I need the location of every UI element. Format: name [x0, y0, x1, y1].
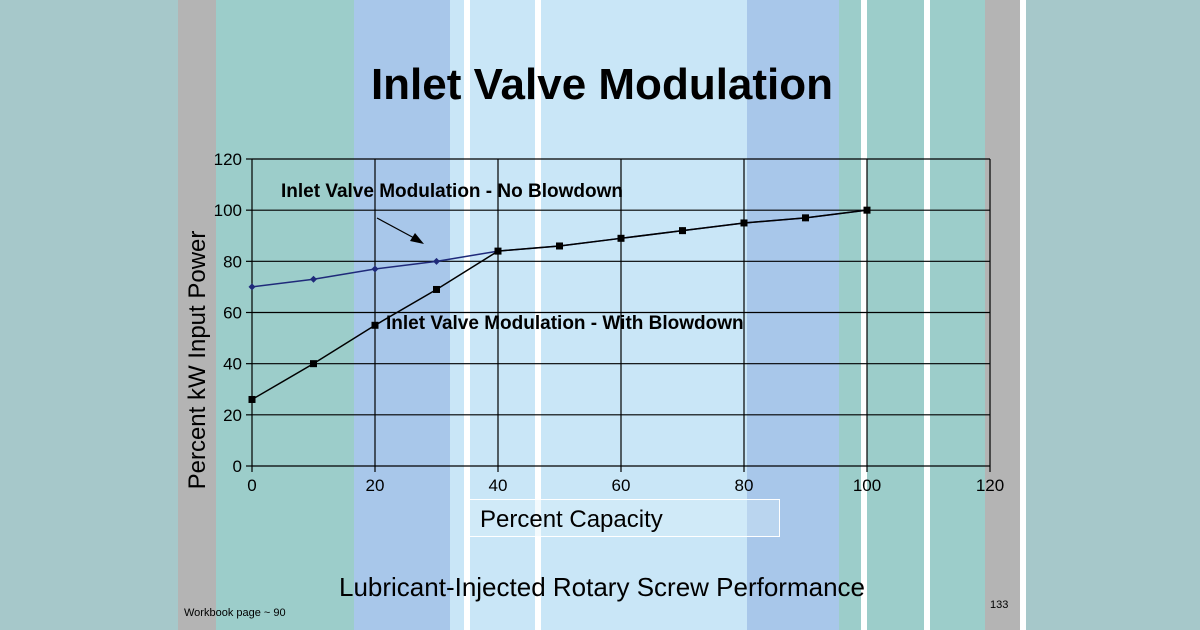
band-teal-left [216, 0, 354, 630]
y-tick-label-1: 20 [223, 406, 242, 425]
band-white-stripe-2 [535, 0, 541, 630]
y-tick-label-6: 120 [214, 150, 242, 169]
x-tick-label-2: 40 [489, 476, 508, 495]
band-white-stripe-4 [924, 0, 930, 630]
band-white-edge [1020, 0, 1026, 630]
series-1-point-2 [371, 321, 379, 329]
series-1-point-1 [310, 360, 317, 368]
band-blue-right [747, 0, 839, 630]
band-gray-right [985, 0, 1020, 630]
annotation-with-blowdown: Inlet Valve Modulation - With Blowdown [386, 313, 744, 334]
x-tick-label-5: 100 [853, 476, 881, 495]
y-tick-label-3: 60 [223, 304, 242, 323]
x-axis-label: Percent Capacity [480, 506, 663, 533]
x-tick-label-1: 20 [366, 476, 385, 495]
workbook-note: Workbook page ~ 90 [184, 607, 286, 619]
y-tick-label-0: 0 [233, 457, 242, 476]
band-gray-left [178, 0, 216, 630]
series-line-1 [251, 209, 868, 401]
y-tick-label-4: 80 [223, 252, 242, 271]
x-axis-label-box: Percent Capacity [469, 499, 780, 537]
series-1-point-9 [802, 214, 809, 222]
series-1-point-4 [494, 247, 502, 255]
x-tick-label-3: 60 [612, 476, 631, 495]
y-tick-label-5: 100 [214, 201, 242, 220]
series-0-point-1 [310, 275, 317, 283]
band-white-stripe-3 [861, 0, 867, 630]
series-1-point-7 [679, 227, 686, 235]
series-1-point-6 [617, 234, 625, 242]
page-number: 133 [990, 599, 1009, 611]
x-tick-label-6: 120 [976, 476, 1004, 495]
band-white-stripe-1 [464, 0, 470, 630]
band-blue-left [354, 0, 450, 630]
annotation-arrow-line [376, 217, 417, 240]
slide: Inlet Valve Modulation Lubricant-Injecte… [178, 0, 1026, 630]
slide-title: Inlet Valve Modulation [370, 60, 834, 109]
series-0-point-3 [433, 257, 440, 265]
x-tick-label-0: 0 [247, 476, 256, 495]
y-tick-label-2: 40 [223, 355, 242, 374]
x-tick-label-4: 80 [735, 476, 754, 495]
slide-subtitle: Lubricant-Injected Rotary Screw Performa… [338, 572, 865, 602]
series-1-point-10 [863, 206, 871, 214]
series-0-point-2 [371, 265, 379, 273]
series-0-point-0 [248, 283, 256, 291]
y-axis-label: Percent kW Input Power [184, 230, 211, 490]
annotation-arrow-head [410, 233, 424, 244]
background-right [1026, 0, 1200, 630]
series-1-point-8 [740, 219, 748, 227]
background-left [0, 0, 178, 630]
annotation-no-blowdown: Inlet Valve Modulation - No Blowdown [281, 181, 623, 202]
series-1-point-5 [556, 242, 563, 250]
series-1-point-3 [433, 285, 440, 293]
band-light-2 [541, 0, 747, 630]
series-1-point-0 [248, 395, 256, 403]
